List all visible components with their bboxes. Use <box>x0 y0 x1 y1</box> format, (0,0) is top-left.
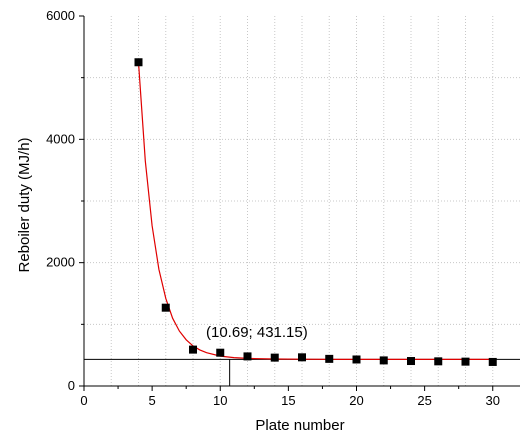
x-axis-title: Plate number <box>255 417 344 434</box>
x-tick-label: 5 <box>149 393 156 408</box>
x-tick-label: 25 <box>417 393 431 408</box>
y-tick-label: 4000 <box>46 131 75 146</box>
annotation-label: (10.69; 431.15) <box>206 324 308 341</box>
y-axis-title: Reboiler duty (MJ/h) <box>16 137 33 272</box>
fit-curve-layer <box>137 62 493 360</box>
x-tick-label: 0 <box>80 393 87 408</box>
data-point <box>243 352 252 361</box>
data-point <box>488 357 497 366</box>
x-tick-label: 10 <box>213 393 227 408</box>
data-point <box>189 345 197 354</box>
fit-curve <box>137 62 493 360</box>
data-point <box>134 58 143 67</box>
data-point <box>461 357 470 366</box>
x-tick-label: 20 <box>349 393 363 408</box>
data-point <box>325 354 334 363</box>
axes-layer: 0 5 10 15 20 25 30 0 2000 4000 6000 <box>46 8 520 408</box>
y-tick-label: 0 <box>68 378 75 393</box>
data-point <box>161 303 170 312</box>
grid-layer <box>84 16 520 386</box>
y-tick-label: 6000 <box>46 8 75 23</box>
x-tick-label: 15 <box>281 393 295 408</box>
data-point <box>352 355 361 364</box>
data-point <box>216 348 225 357</box>
data-point <box>407 357 415 366</box>
x-tick-label: 30 <box>486 393 500 408</box>
data-point <box>379 356 388 365</box>
data-point <box>270 353 279 362</box>
data-point <box>298 353 306 362</box>
data-point <box>434 357 443 366</box>
y-tick-label: 2000 <box>46 255 75 270</box>
data-points-layer <box>134 58 497 366</box>
